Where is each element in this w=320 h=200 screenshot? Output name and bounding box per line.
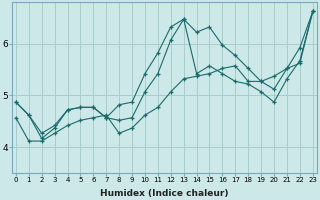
X-axis label: Humidex (Indice chaleur): Humidex (Indice chaleur) bbox=[100, 189, 228, 198]
